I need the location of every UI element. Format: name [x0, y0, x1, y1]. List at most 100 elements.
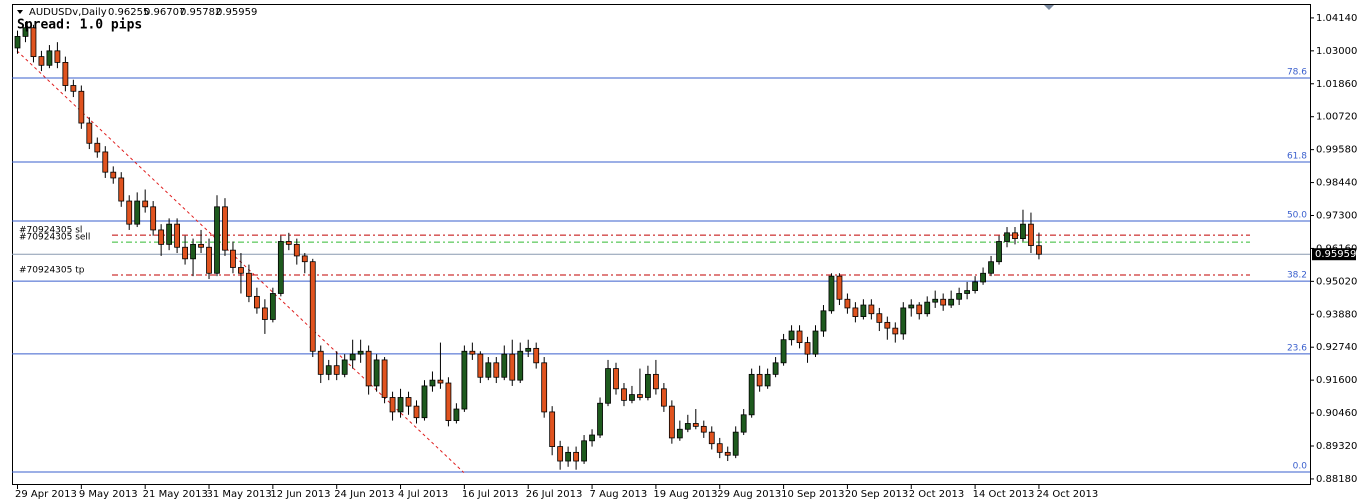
x-tick-label: 7 Aug 2013 [590, 489, 648, 500]
candle-body [980, 272, 986, 283]
x-tick-label: 24 Oct 2013 [1036, 489, 1098, 500]
x-tick-label: 19 Aug 2013 [653, 489, 717, 500]
candle-body [174, 223, 181, 248]
candle-body [660, 388, 667, 407]
candle-body [613, 368, 619, 390]
candle-body [557, 446, 564, 462]
fib-label: 61.8 [1287, 152, 1307, 162]
y-tick-label: 0.95020 [1316, 276, 1357, 287]
candle-body [772, 362, 779, 375]
candle-body [349, 353, 356, 361]
x-tick-label: 21 May 2013 [143, 489, 208, 500]
fib-label: 23.6 [1287, 343, 1307, 353]
candle-body [230, 249, 236, 268]
candle-body [700, 425, 707, 433]
candle-body [333, 365, 340, 375]
x-tick-label: 29 Apr 2013 [15, 489, 77, 500]
candle-body [533, 347, 540, 364]
header-ohlc: 0.95782 [180, 7, 221, 18]
candle-body [261, 307, 268, 320]
marks [12, 21, 1310, 473]
candle-body [900, 307, 907, 335]
candle-body [996, 241, 1002, 263]
candle-body [860, 304, 867, 317]
candle-body [62, 61, 69, 86]
candle-body [589, 434, 595, 442]
order-label: #70924305 tp [19, 265, 85, 275]
candle-body [565, 451, 572, 462]
y-tick-label: 1.00720 [1316, 112, 1357, 123]
candle-body [389, 397, 396, 413]
candle-body [102, 151, 109, 173]
candle-body [126, 200, 133, 225]
candle-body [708, 431, 715, 445]
x-tick-label: 4 Jul 2013 [398, 489, 448, 500]
candle-body [253, 295, 260, 309]
candle-body [844, 298, 851, 309]
header-ohlc: 0.96255 [108, 7, 149, 18]
candle-body [796, 330, 803, 343]
candle-body [429, 379, 436, 387]
scroll-marker [1044, 5, 1054, 10]
candle-body [812, 330, 819, 355]
plot-frame [12, 4, 1311, 485]
x-tick-label: 29 Aug 2013 [717, 489, 781, 500]
candle-body [485, 362, 492, 378]
candle-body [246, 272, 252, 297]
candle-body [964, 290, 971, 294]
candle-body [748, 373, 755, 416]
candle-body [453, 408, 460, 421]
y-tick-label: 0.89320 [1316, 441, 1357, 452]
candle-body [940, 298, 947, 306]
candle-body [190, 243, 196, 260]
candle-body [788, 330, 795, 341]
candle-body [142, 200, 149, 208]
candle-body [413, 405, 420, 419]
candle-body [597, 402, 603, 436]
candle-body [1004, 232, 1010, 242]
x-tick-label: 24 Jun 2013 [334, 489, 394, 500]
x-tick-label: 2 Oct 2013 [909, 489, 964, 500]
candle-body [716, 443, 723, 453]
candle-body [301, 255, 308, 263]
y-tick-label: 0.90460 [1316, 408, 1357, 419]
candle-body [1028, 223, 1034, 246]
candle-body [780, 339, 787, 364]
candle-body [94, 142, 101, 153]
order-label: #70924305 sl [19, 226, 82, 236]
price-box [1312, 248, 1356, 261]
candle-body [828, 275, 835, 312]
candle-body [852, 307, 859, 317]
spread-annotation: Spread: 1.0 pips [17, 18, 142, 33]
x-tick-label: 14 Oct 2013 [973, 489, 1035, 500]
candle-body [517, 350, 524, 381]
candle-body [692, 423, 699, 427]
candle-body [972, 281, 978, 291]
order-label: #70924305 sell [19, 233, 90, 243]
candle-body [30, 27, 37, 58]
candle-body [317, 350, 324, 375]
candle-body [477, 353, 484, 378]
candle-body [629, 394, 635, 401]
fib-label: 38.2 [1287, 271, 1307, 281]
candle-body [621, 388, 627, 401]
candle-body [54, 50, 61, 63]
y-tick-label: 1.04140 [1316, 13, 1357, 24]
candle-body [740, 414, 747, 433]
candle-body [668, 405, 675, 439]
candle-body [764, 373, 771, 387]
y-tick-label: 0.98440 [1316, 178, 1357, 189]
candle-body [118, 177, 125, 202]
candle-body [309, 261, 316, 352]
candle-body [932, 298, 939, 303]
candle-body [134, 200, 141, 225]
y-tick-label: 1.03000 [1316, 46, 1357, 57]
candle-body [78, 90, 85, 124]
candle-body [876, 313, 883, 323]
candle-body [214, 206, 220, 274]
candle-body [86, 122, 93, 144]
candle-body [38, 56, 45, 66]
candle-body [293, 243, 300, 257]
candle-body [573, 451, 579, 462]
y-tick-label: 0.93880 [1316, 309, 1357, 320]
